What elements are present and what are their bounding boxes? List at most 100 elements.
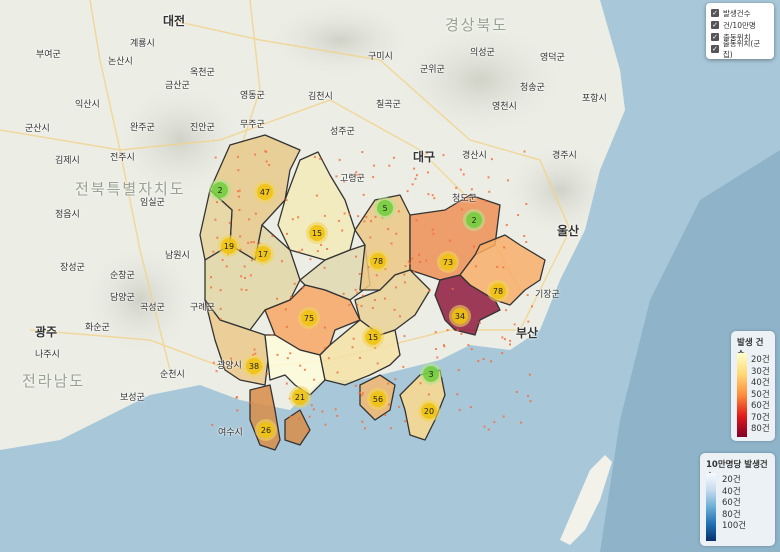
incident-point [238, 208, 241, 211]
layer-label: 건/10만명 [723, 20, 756, 30]
incident-point [415, 174, 418, 177]
incident-point [501, 352, 504, 355]
place-label: 장성군 [60, 263, 85, 273]
layer-toggle[interactable]: ✓ 건/10만명 [711, 19, 769, 31]
place-label: 군산시 [25, 124, 50, 134]
legend-count-colorbar [737, 353, 747, 437]
incident-point [338, 158, 341, 161]
incident-point [308, 415, 311, 418]
incident-point [387, 382, 390, 385]
incident-point [320, 243, 323, 246]
incident-point [469, 406, 472, 409]
incident-point [431, 228, 434, 231]
incident-point [289, 415, 292, 418]
cluster-marker[interactable]: 2 [209, 179, 231, 201]
incident-point [289, 352, 292, 355]
incident-point [276, 297, 279, 300]
incident-point [426, 171, 429, 174]
checkbox-icon[interactable]: ✓ [711, 21, 719, 29]
place-label: 경주시 [552, 151, 577, 161]
incident-point [302, 286, 305, 289]
layer-label: 출동위치 [723, 32, 751, 42]
cluster-count: 26 [261, 426, 271, 435]
cluster-marker[interactable]: 19 [218, 235, 240, 257]
incident-point [228, 221, 231, 224]
incident-point [321, 410, 324, 413]
cluster-marker[interactable]: 38 [243, 355, 265, 377]
place-label: 무주군 [240, 120, 265, 130]
incident-point [369, 236, 372, 239]
cluster-marker[interactable]: 34 [449, 305, 471, 327]
incident-point [432, 232, 435, 235]
incident-point [354, 384, 357, 387]
cluster-marker[interactable]: 3 [420, 363, 442, 385]
incident-point [357, 215, 360, 218]
place-label: 김제시 [55, 156, 80, 166]
cluster-core [258, 422, 274, 438]
incident-point [251, 353, 254, 356]
incident-point [253, 348, 256, 351]
place-label: 진안군 [190, 123, 215, 133]
incident-point [397, 210, 400, 213]
cluster-marker[interactable]: 56 [367, 388, 389, 410]
incident-point [324, 423, 327, 426]
place-label: 칠곡군 [376, 100, 401, 110]
cluster-marker[interactable]: 73 [437, 251, 459, 273]
incident-point [436, 356, 439, 359]
incident-point [374, 215, 377, 218]
incident-point [361, 420, 364, 423]
incident-point [301, 248, 304, 251]
incident-point [210, 286, 213, 289]
incident-point [384, 414, 387, 417]
incident-point [431, 194, 434, 197]
incident-point [315, 194, 318, 197]
cluster-marker[interactable]: 75 [298, 307, 320, 329]
cluster-marker[interactable]: 15 [306, 222, 328, 244]
cluster-marker[interactable]: 5 [374, 197, 396, 219]
checkbox-icon[interactable]: ✓ [711, 33, 719, 41]
region-12[interactable] [264, 334, 326, 396]
layer-toggle[interactable]: ✓ 출동위치 [711, 31, 769, 43]
cluster-marker[interactable]: 15 [362, 326, 384, 348]
cluster-marker[interactable]: 17 [252, 243, 274, 265]
cluster-marker[interactable]: 47 [254, 181, 276, 203]
region-8[interactable] [459, 234, 546, 306]
incident-point [493, 421, 496, 424]
incident-point [360, 304, 363, 307]
incident-point [407, 260, 410, 263]
checkbox-icon[interactable]: ✓ [711, 45, 719, 53]
incident-point [250, 259, 253, 262]
legend-tick-label: 80건 [722, 509, 741, 520]
cluster-count: 15 [368, 333, 378, 342]
incident-point [250, 241, 253, 244]
incident-point [442, 344, 445, 347]
incident-point [460, 208, 463, 211]
place-label: 익산시 [75, 100, 100, 110]
incident-point [266, 372, 269, 375]
layer-toggle[interactable]: ✓ 발생건수 [711, 7, 769, 19]
checkbox-icon[interactable]: ✓ [711, 9, 719, 17]
incident-point [355, 174, 358, 177]
region-15[interactable] [284, 409, 311, 446]
place-label: 완주군 [130, 123, 155, 133]
incident-point [239, 248, 242, 251]
incident-point [312, 408, 315, 411]
cluster-marker[interactable]: 26 [255, 419, 277, 441]
cluster-count: 2 [471, 216, 476, 225]
incident-point [372, 176, 375, 179]
cluster-marker[interactable]: 2 [463, 209, 485, 231]
incident-point [236, 409, 239, 412]
layer-toggle[interactable]: ✓ 출동위치(군집) [711, 39, 769, 59]
incident-point [478, 321, 481, 324]
cluster-marker[interactable]: 78 [367, 250, 389, 272]
incident-point [248, 218, 251, 221]
incident-point [254, 352, 257, 355]
place-label: 여수시 [218, 428, 243, 438]
cluster-marker[interactable]: 21 [289, 386, 311, 408]
incident-point [323, 214, 326, 217]
cluster-marker[interactable]: 78 [487, 280, 509, 302]
cluster-core [466, 212, 482, 228]
incident-point [252, 241, 255, 244]
cluster-marker[interactable]: 20 [418, 400, 440, 422]
